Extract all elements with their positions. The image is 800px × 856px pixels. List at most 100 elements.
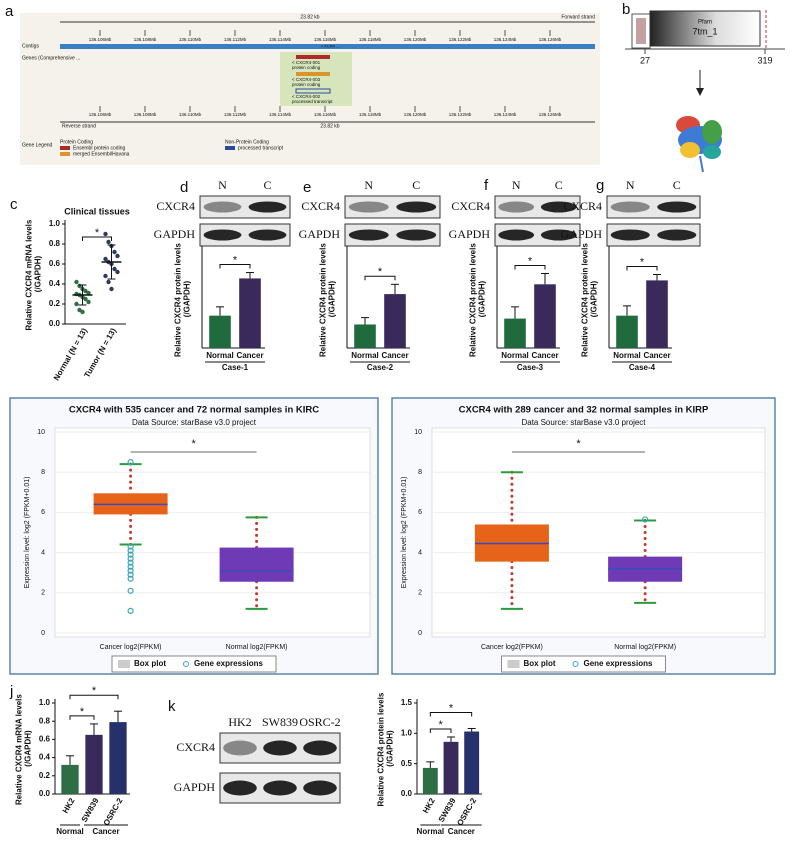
- position-label: 136.108Mb: [134, 112, 157, 117]
- blot-band: [248, 229, 287, 241]
- band-label: CXCR4: [301, 199, 340, 213]
- x-tick-label: Cancer: [236, 351, 263, 360]
- x-tick-label: Cancer log2(FPKM): [481, 644, 543, 651]
- bar: [422, 767, 438, 794]
- x-tick-label: OSRC-2: [102, 796, 125, 827]
- blot-band: [203, 201, 242, 213]
- data-point: [74, 279, 79, 285]
- data-point: [112, 266, 117, 272]
- lane-label: C: [555, 178, 563, 192]
- significance-label: *: [640, 256, 645, 268]
- chart-title: Clinical tissues: [64, 206, 130, 216]
- x-tick-label: Normal: [501, 351, 529, 360]
- significance-bracket: [429, 728, 452, 733]
- legend-swatch: [507, 660, 520, 668]
- panel-letter: d: [180, 179, 188, 196]
- significance-bracket: [69, 694, 119, 700]
- protein-structure: [676, 116, 722, 173]
- blot-band: [657, 201, 697, 213]
- y-tick-label: 0.0: [401, 789, 413, 798]
- data-point: [112, 249, 117, 255]
- significance-label: *: [233, 254, 238, 266]
- band-label: GAPDH: [174, 780, 216, 794]
- x-tick-label: Normal: [613, 351, 641, 360]
- y-tick-label: 10: [414, 429, 422, 436]
- data-point: [74, 301, 79, 307]
- lane-label: SW839: [262, 715, 298, 729]
- lane-label: OSRC-2: [299, 715, 340, 729]
- domain-source: Pfam: [698, 20, 712, 26]
- transcript-biotype: protein coding: [292, 82, 321, 87]
- outlier: [127, 555, 134, 562]
- x-tick-label: Normal log2(FPKM): [614, 644, 676, 651]
- y-tick-label: 2: [418, 590, 422, 597]
- legend-swatch: [183, 661, 189, 667]
- significance-label: *: [576, 438, 581, 450]
- y-tick-label: 0: [418, 630, 422, 637]
- position-label: 136.124Mb: [494, 112, 517, 117]
- y-axis-label: Relative CXCR4 mRNA levels (/GAPDH): [25, 217, 43, 330]
- x-tick-label: OSRC-2: [455, 796, 478, 827]
- transcript-bar: [296, 72, 330, 76]
- significance-label: *: [80, 706, 85, 718]
- domain-start: 27: [640, 55, 650, 65]
- lane-label: N: [512, 178, 521, 192]
- significance-bracket: [429, 711, 473, 717]
- domain-name: 7tm_1: [692, 26, 717, 36]
- x-axis-label: Case-1: [222, 363, 249, 372]
- transcript-biotype: protein coding: [292, 65, 321, 70]
- track-label: Genes (Comprehensive ...: [22, 55, 80, 61]
- position-label: 136.110Mb: [179, 37, 202, 42]
- y-tick-label: 10: [37, 429, 45, 436]
- blot-band: [223, 740, 257, 756]
- legend-frame: [111, 655, 277, 673]
- transcript-name: < CXCR4-003: [292, 77, 321, 82]
- legend-frame: [501, 655, 666, 673]
- x-tick-label: Cancer log2(FPKM): [100, 644, 162, 651]
- blot-band: [263, 740, 297, 756]
- scale-label: 23.82 kb: [320, 123, 339, 129]
- y-axis-label: Expression level: log2 (FPKM+0.01): [401, 477, 408, 589]
- significance-label: *: [95, 227, 100, 239]
- significance-label: *: [378, 266, 383, 278]
- band-label: GAPDH: [561, 227, 603, 241]
- position-label: 136.122Mb: [449, 37, 472, 42]
- bar: [504, 318, 526, 348]
- bar: [85, 734, 103, 794]
- chart-title: CXCR4 with 535 cancer and 72 normal samp…: [69, 405, 319, 416]
- panel-letter: c: [10, 196, 18, 213]
- y-tick-label: 0.0: [49, 319, 61, 328]
- y-axis-label: Expression level: log2 (FPKM+0.01): [24, 477, 31, 589]
- group-label: Normal: [417, 827, 445, 836]
- y-tick-label: 6: [41, 509, 45, 516]
- blot-band: [203, 229, 242, 241]
- group-label: Cancer: [448, 827, 475, 836]
- legend-swatch: [60, 146, 70, 150]
- strand-label: Forward strand: [561, 14, 595, 20]
- y-tick-label: 6: [418, 509, 422, 516]
- y-axis-label: Relative CXCR4 protein levels (/GAPDH): [319, 241, 337, 357]
- band-label: CXCR4: [156, 199, 195, 213]
- blot-band: [610, 201, 650, 213]
- bar: [443, 741, 459, 794]
- blot-band: [396, 229, 437, 241]
- blot-band: [348, 229, 389, 241]
- panel-letter: e: [303, 179, 311, 196]
- scale-label: 23.82 kb: [300, 14, 319, 20]
- x-tick-label: Cancer: [643, 351, 670, 360]
- significance-label: *: [439, 719, 444, 731]
- lane-label: N: [626, 178, 635, 192]
- outlier: [127, 559, 134, 566]
- x-tick-label: SW839: [80, 796, 101, 824]
- panel-letter: f: [484, 177, 489, 194]
- position-label: 136.120Mb: [404, 112, 427, 117]
- y-tick-label: 1.5: [401, 698, 413, 707]
- y-tick-label: 0.0: [39, 789, 51, 798]
- blot-band: [248, 201, 287, 213]
- legend-item: merged Ensembl/Havana: [73, 151, 130, 157]
- outlier: [127, 575, 134, 582]
- bar: [534, 284, 556, 348]
- position-label: 136.114Mb: [269, 37, 292, 42]
- y-tick-label: 0: [41, 630, 45, 637]
